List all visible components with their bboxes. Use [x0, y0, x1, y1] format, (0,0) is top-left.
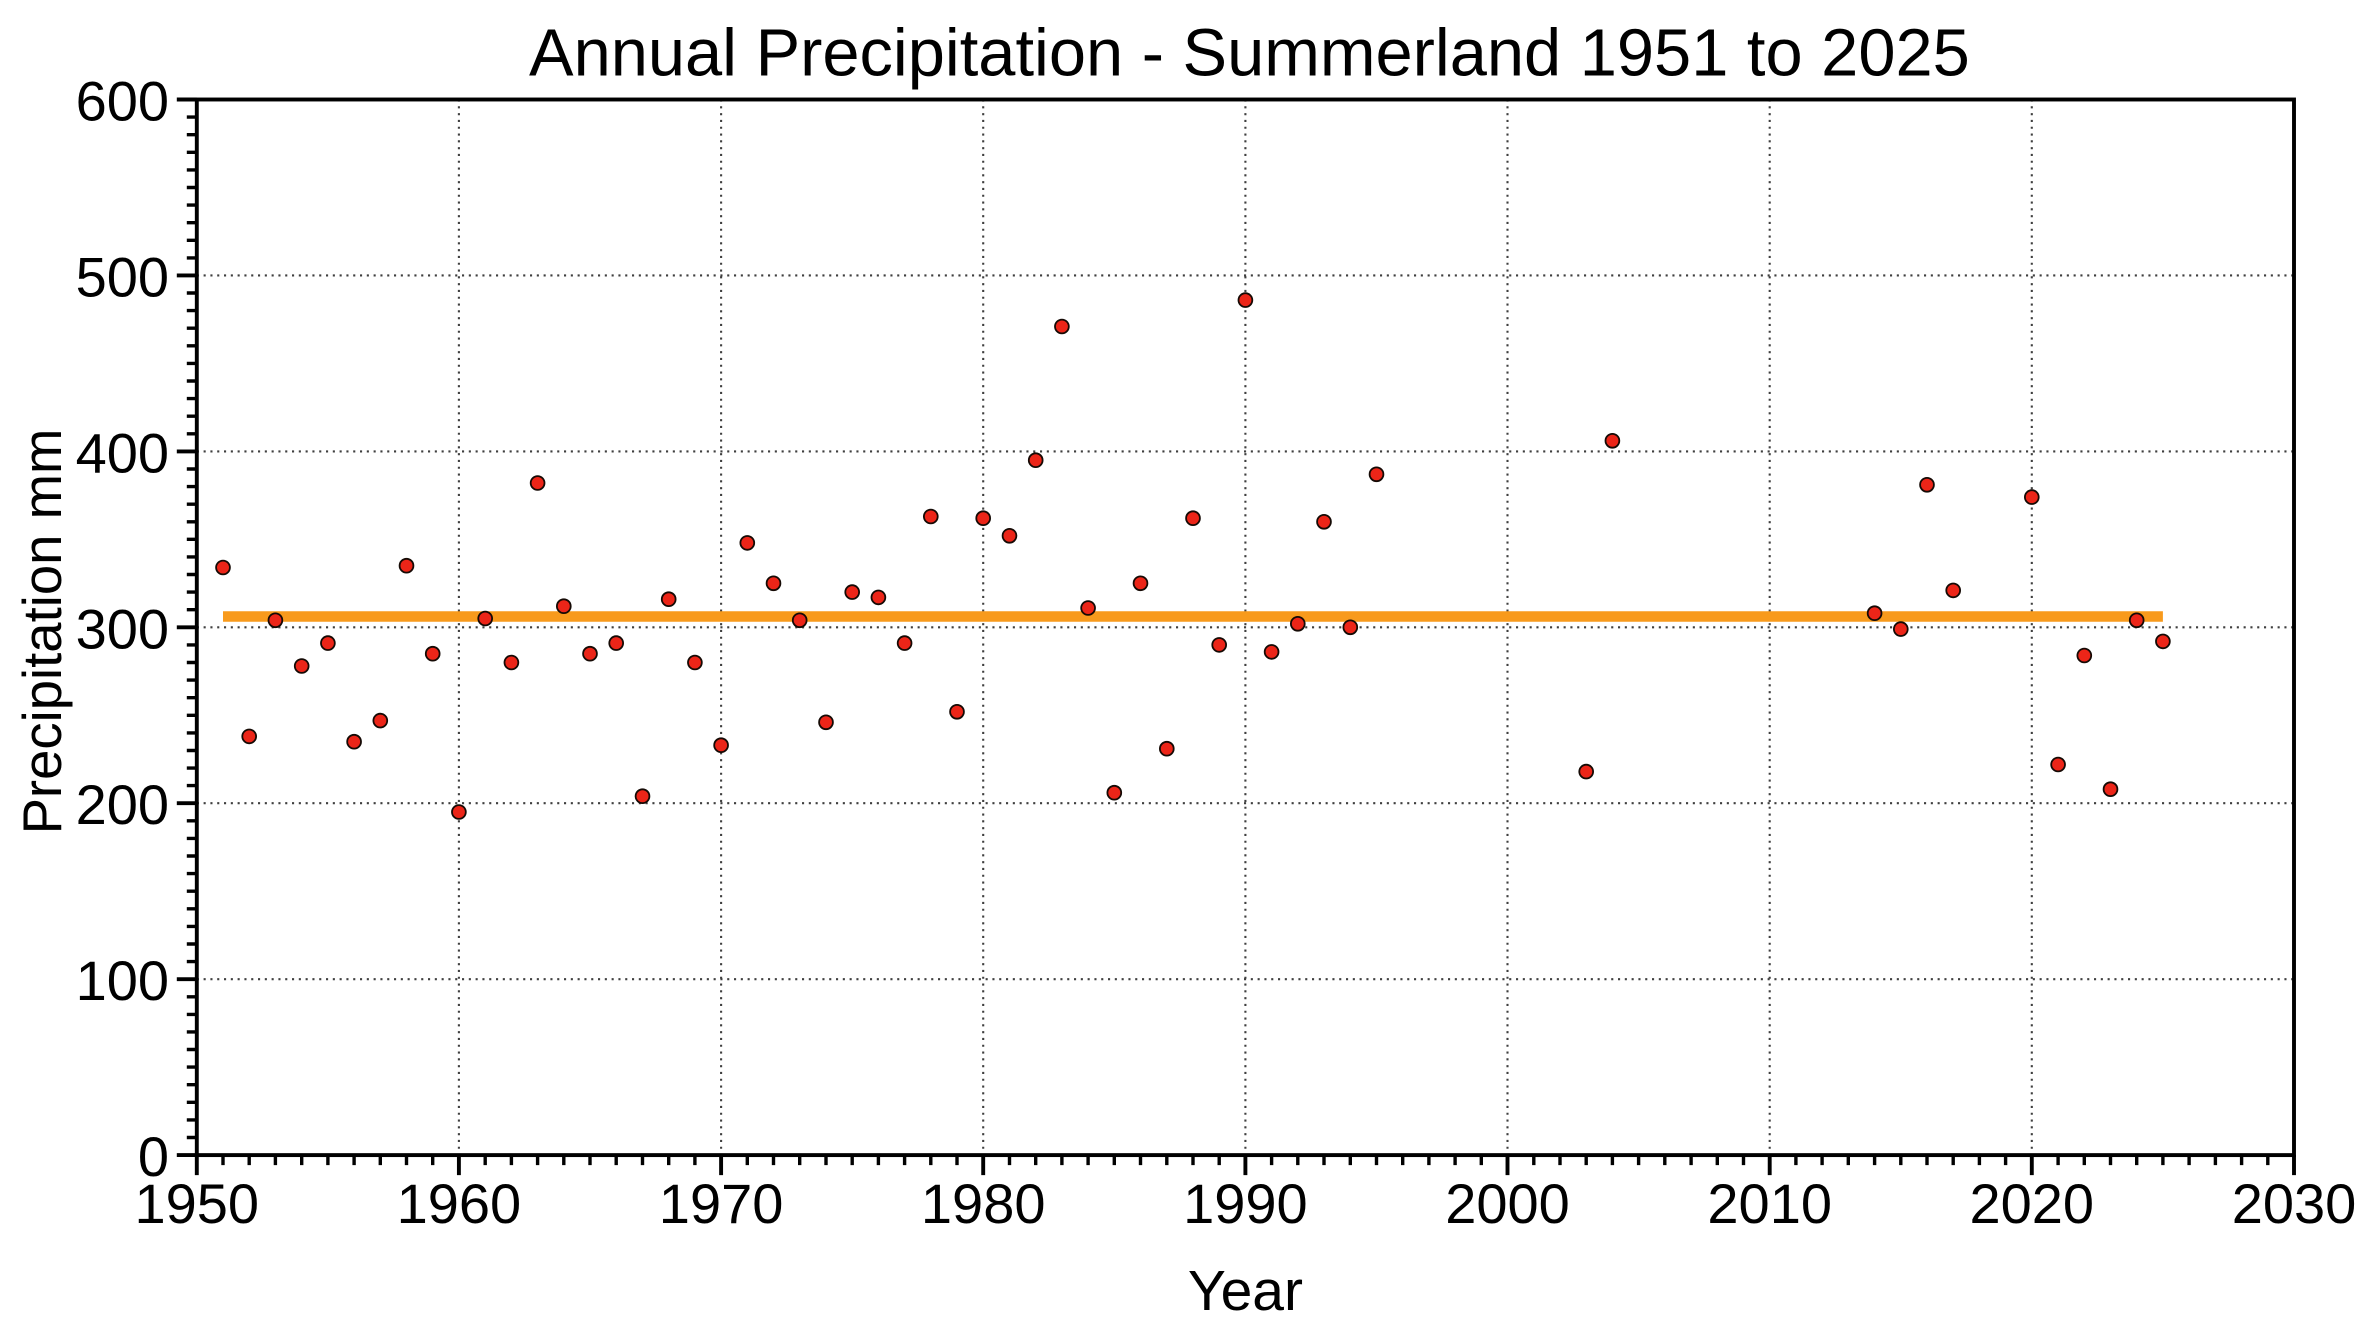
- svg-text:1990: 1990: [1183, 1172, 1308, 1235]
- svg-text:500: 500: [76, 245, 169, 308]
- svg-text:2020: 2020: [1970, 1172, 2095, 1235]
- svg-text:0: 0: [138, 1125, 169, 1188]
- svg-text:100: 100: [76, 949, 169, 1012]
- svg-text:1970: 1970: [659, 1172, 784, 1235]
- svg-text:Year: Year: [1188, 1259, 1303, 1323]
- svg-text:1950: 1950: [135, 1172, 260, 1235]
- svg-text:400: 400: [76, 421, 169, 484]
- svg-text:2000: 2000: [1445, 1172, 1570, 1235]
- svg-text:2030: 2030: [2232, 1172, 2357, 1235]
- svg-text:Annual Precipitation - Summerl: Annual Precipitation - Summerland 1951 t…: [529, 17, 1970, 91]
- svg-text:300: 300: [76, 597, 169, 660]
- svg-text:Precipitation mm: Precipitation mm: [12, 429, 73, 835]
- svg-text:600: 600: [76, 70, 169, 133]
- svg-text:1960: 1960: [397, 1172, 522, 1235]
- svg-text:1980: 1980: [921, 1172, 1046, 1235]
- svg-text:200: 200: [76, 773, 169, 836]
- svg-text:2010: 2010: [1707, 1172, 1832, 1235]
